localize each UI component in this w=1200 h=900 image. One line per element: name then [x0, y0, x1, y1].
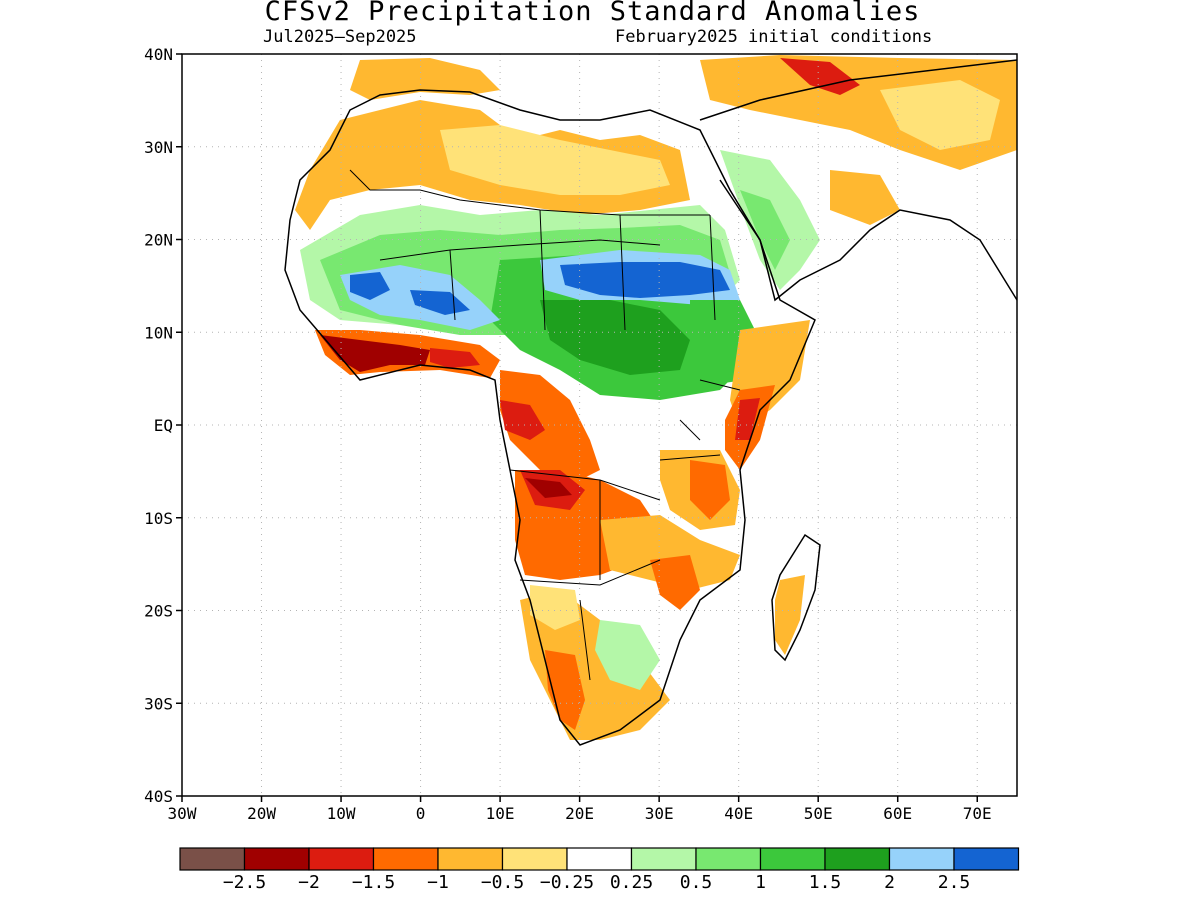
x-tick-label: 70E: [963, 804, 992, 823]
colorbar-swatch: [372, 847, 439, 871]
gabon-congo-dry: [500, 370, 600, 480]
x-tick-label: 0: [416, 804, 426, 823]
x-tick-label: 30W: [168, 804, 197, 823]
colorbar-tick-label: 0.25: [610, 872, 653, 893]
colorbar-swatch: [695, 847, 762, 871]
colorbar-tick-label: 1.5: [809, 872, 842, 893]
y-tick-label: 30S: [144, 694, 173, 713]
y-tick-label: 10N: [144, 323, 173, 342]
colorbar-tick-label: −0.5: [481, 872, 524, 893]
colorbar-swatch: [437, 847, 504, 871]
colorbar-labels: −2.5 −2 −1.5 −1 −0.5 −0.25 0.25 0.5 1 1.5 2 2.5: [223, 872, 970, 893]
colorbar-tick-label: −1.5: [352, 872, 395, 893]
colorbar-swatch: [501, 847, 568, 871]
colorbar-tick-label: 1: [755, 872, 766, 893]
x-axis-ticks: 30W 20W 10W 0 10E 20E 30E 40E 50E 60E 70E: [168, 796, 992, 823]
colorbar-tick-label: 2: [884, 872, 895, 893]
anomaly-field: [285, 55, 1017, 745]
colorbar-swatch: [630, 847, 697, 871]
arabia-dry-east: [830, 170, 900, 225]
mozambique-orange: [650, 555, 700, 610]
colorbar-tick-label: 2.5: [938, 872, 971, 893]
x-tick-label: 30E: [645, 804, 674, 823]
colorbar-swatch: [308, 847, 375, 871]
coastline-borders: [284, 59, 1017, 746]
botswana-wet: [595, 620, 660, 690]
madagascar-dry: [775, 575, 805, 655]
y-tick-label: 40S: [144, 787, 173, 806]
arabia-green: [740, 190, 790, 270]
colorbar-swatch: [243, 847, 310, 871]
y-tick-label: 10S: [144, 509, 173, 528]
gabon-red: [500, 400, 545, 440]
x-tick-label: 10E: [486, 804, 515, 823]
tanzania-orange: [690, 460, 730, 520]
x-tick-label: 20W: [247, 804, 276, 823]
angola-dark-red: [525, 478, 572, 498]
x-tick-label: 20E: [565, 804, 594, 823]
y-tick-label: EQ: [154, 416, 173, 435]
nw-africa-dry: [350, 58, 500, 100]
graticule: [182, 54, 1017, 796]
colorbar-swatch: [759, 847, 826, 871]
colorbar-tick-label: −2.5: [223, 872, 266, 893]
colorbar-swatch: [566, 847, 633, 871]
zambia-dry: [600, 515, 740, 590]
iran-light-dry: [880, 80, 1000, 150]
kenya-red: [735, 398, 760, 440]
x-tick-label: 60E: [883, 804, 912, 823]
y-tick-label: 40N: [144, 45, 173, 64]
middle-east-strong-dry: [780, 58, 860, 95]
colorbar-swatch: [953, 847, 1020, 871]
y-axis-ticks: 40N 30N 20N 10N EQ 10S 20S 30S 40S: [144, 45, 182, 806]
initial-conditions: February2025 initial conditions: [615, 27, 933, 47]
colorbar-tick-label: −2: [298, 872, 320, 893]
x-tick-label: 50E: [804, 804, 833, 823]
namibia-light: [530, 585, 580, 630]
x-tick-label: 40E: [724, 804, 753, 823]
colorbar-tick-label: 0.5: [680, 872, 713, 893]
guinea-coast-red: [430, 348, 480, 368]
colorbar-tick-label: −0.25: [540, 872, 594, 893]
chad-sudan-wet-core: [560, 262, 730, 298]
guinea-coast-dry: [320, 335, 430, 372]
burkina-wet-core: [410, 290, 470, 315]
colorbar-swatch: [824, 847, 891, 871]
colorbar: [179, 847, 1020, 871]
sahara-light-dry: [440, 125, 670, 195]
colorbar-swatch: [888, 847, 955, 871]
forecast-period: Jul2025–Sep2025: [263, 27, 417, 47]
x-tick-label: 10W: [327, 804, 356, 823]
colorbar-tick-label: −1: [427, 872, 449, 893]
y-tick-label: 20N: [144, 231, 173, 250]
south-africa-orange: [545, 650, 585, 730]
y-tick-label: 20S: [144, 602, 173, 621]
mali-wet-core: [350, 272, 390, 300]
central-deep-wet: [540, 300, 690, 375]
y-tick-label: 30N: [144, 138, 173, 157]
map-title: CFSv2 Precipitation Standard Anomalies: [264, 0, 921, 27]
colorbar-swatch: [179, 847, 246, 871]
